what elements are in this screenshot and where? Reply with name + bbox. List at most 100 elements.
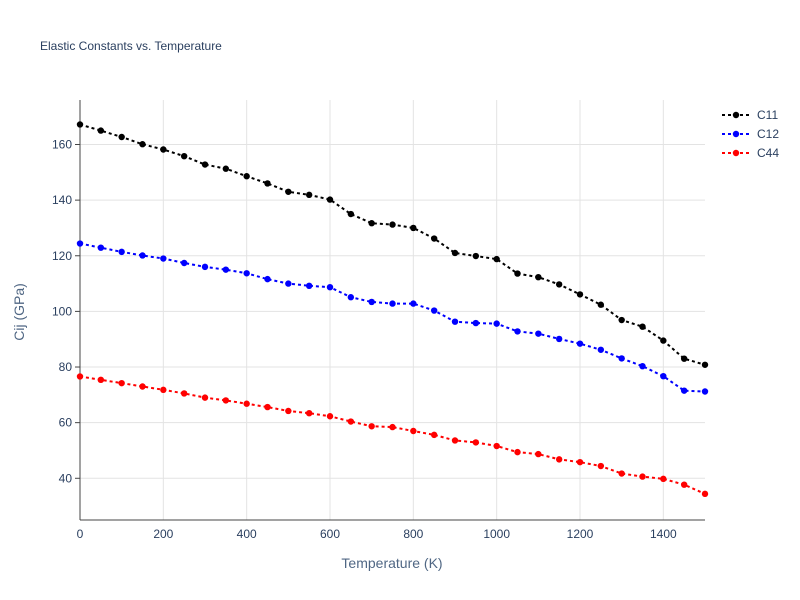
data-point xyxy=(535,450,542,458)
y-axis-label: Cij (GPa) xyxy=(11,283,27,341)
data-point xyxy=(451,318,459,325)
data-point xyxy=(160,255,167,262)
data-point xyxy=(76,121,84,128)
series-c44 xyxy=(76,373,709,498)
data-point xyxy=(222,266,230,273)
data-point xyxy=(118,133,125,141)
data-point xyxy=(389,423,396,431)
data-point xyxy=(535,330,542,337)
data-point xyxy=(368,298,375,306)
data-point xyxy=(660,475,667,483)
data-point xyxy=(326,196,334,203)
legend: C11 C12 C44 xyxy=(722,108,779,160)
data-point xyxy=(701,361,709,368)
x-tick-label: 400 xyxy=(237,527,257,541)
legend-item-c44[interactable]: C44 xyxy=(722,146,779,160)
data-point xyxy=(451,437,459,444)
data-point xyxy=(555,456,563,463)
series-layer xyxy=(76,121,709,498)
data-point xyxy=(285,188,292,195)
data-point xyxy=(139,141,146,148)
data-point xyxy=(639,362,646,370)
data-point xyxy=(597,301,605,308)
legend-item-c12[interactable]: C12 xyxy=(722,127,779,141)
data-point xyxy=(222,165,230,172)
series-line xyxy=(79,242,706,393)
data-point xyxy=(347,294,355,301)
data-point xyxy=(76,373,84,380)
chart-title: Elastic Constants vs. Temperature xyxy=(40,39,222,53)
data-point xyxy=(139,252,146,259)
data-point xyxy=(660,337,667,344)
data-point xyxy=(701,490,709,498)
x-axis-label: Temperature (K) xyxy=(341,555,442,571)
data-point xyxy=(305,282,313,290)
data-point xyxy=(285,280,292,287)
y-tick-label: 120 xyxy=(52,249,72,263)
data-point xyxy=(472,439,480,446)
data-point xyxy=(430,307,438,314)
legend-item-c11[interactable]: C11 xyxy=(722,108,778,122)
data-point xyxy=(535,273,542,281)
data-point xyxy=(410,224,417,232)
x-tick-label: 0 xyxy=(77,527,84,541)
data-point xyxy=(264,275,271,283)
x-tick-label: 600 xyxy=(320,527,340,541)
data-point xyxy=(243,173,250,180)
data-point xyxy=(576,340,584,347)
data-point xyxy=(368,423,375,430)
data-point xyxy=(618,355,625,362)
data-point xyxy=(514,448,521,456)
data-point xyxy=(430,235,438,242)
series-line xyxy=(79,123,706,366)
y-tick-label: 160 xyxy=(52,138,72,152)
data-point xyxy=(347,418,355,425)
data-point xyxy=(410,300,417,307)
axes: 0 200 400 600 800 1000 1200 1400 40 60 80 100 120 140… xyxy=(52,100,705,541)
data-point xyxy=(326,283,334,291)
y-tick-label: 80 xyxy=(59,360,73,374)
data-point xyxy=(410,427,417,435)
data-point xyxy=(180,259,188,267)
x-tick-label: 800 xyxy=(403,527,423,541)
data-point xyxy=(180,390,188,397)
data-point xyxy=(160,386,167,394)
data-point xyxy=(368,220,375,227)
data-point xyxy=(118,248,125,256)
data-point xyxy=(639,323,646,330)
series-c11 xyxy=(76,121,709,368)
series-c12 xyxy=(76,240,709,395)
data-point xyxy=(493,320,500,327)
data-point xyxy=(180,152,188,160)
data-point xyxy=(430,431,438,439)
data-point xyxy=(264,180,271,187)
data-point xyxy=(472,319,480,327)
series-line xyxy=(79,375,706,495)
data-point xyxy=(139,383,146,390)
data-point xyxy=(222,397,230,404)
data-point xyxy=(97,127,105,134)
data-point xyxy=(285,407,292,415)
data-point xyxy=(680,481,688,488)
legend-label: C11 xyxy=(757,108,778,122)
data-point xyxy=(243,400,250,407)
data-point xyxy=(493,442,500,450)
data-point xyxy=(618,470,625,477)
data-point xyxy=(97,376,105,384)
data-point xyxy=(76,240,84,247)
legend-marker xyxy=(732,149,740,157)
x-tick-label: 1200 xyxy=(567,527,594,541)
x-tick-label: 1000 xyxy=(483,527,510,541)
x-tick-label: 200 xyxy=(153,527,173,541)
data-point xyxy=(97,244,105,251)
data-point xyxy=(639,473,646,480)
data-point xyxy=(326,413,334,420)
data-point xyxy=(347,210,355,218)
data-point xyxy=(472,252,480,260)
data-point xyxy=(680,387,688,394)
y-tick-label: 100 xyxy=(52,304,72,318)
data-point xyxy=(305,409,313,417)
y-tick-label: 60 xyxy=(59,416,73,430)
data-point xyxy=(493,255,500,263)
